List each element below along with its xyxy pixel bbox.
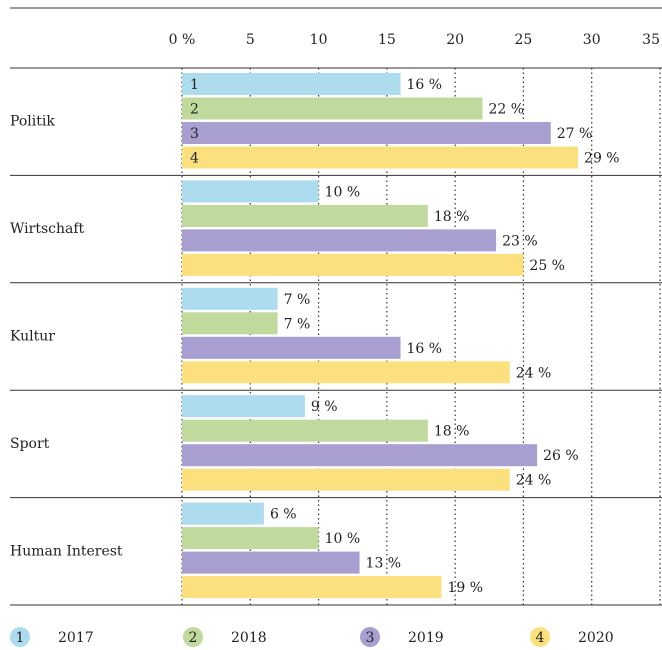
bar: [182, 468, 510, 491]
bar-marker: 3: [190, 126, 199, 142]
legend-marker: 2: [189, 630, 198, 646]
x-tick-label: 20: [446, 32, 464, 48]
legend-label: 2017: [58, 630, 94, 646]
legend-label: 2019: [408, 630, 444, 646]
value-label: 16 %: [407, 77, 443, 93]
value-label: 25 %: [529, 258, 565, 274]
value-label: 7 %: [284, 292, 311, 308]
category-label: Sport: [10, 436, 50, 452]
bar: [182, 551, 360, 574]
category-label: Human Interest: [10, 543, 123, 559]
x-tick-label: 25: [515, 32, 533, 48]
legend-marker: 3: [366, 630, 375, 646]
legend-marker: 4: [536, 630, 545, 646]
category-label: Wirtschaft: [10, 221, 85, 237]
bar: [182, 576, 442, 599]
bar: [182, 73, 401, 95]
value-label: 23 %: [502, 233, 538, 249]
category-label: Kultur: [10, 329, 55, 345]
x-tick-label: 35: [642, 32, 660, 48]
bar: [182, 502, 264, 525]
bar-marker: 1: [190, 77, 199, 93]
bar-marker: 4: [190, 151, 199, 167]
legend-marker: 1: [16, 630, 25, 646]
bar: [182, 180, 319, 203]
value-label: 27 %: [557, 126, 593, 142]
bar: [182, 253, 524, 276]
value-label: 29 %: [584, 151, 620, 167]
category-label: Politik: [10, 114, 55, 130]
value-label: 13 %: [366, 556, 402, 572]
x-tick-label: 0 %: [169, 32, 196, 48]
bar: [182, 204, 428, 227]
bar: [182, 361, 510, 384]
bar: [182, 229, 497, 252]
bar: [182, 146, 579, 169]
value-label: 22 %: [488, 102, 524, 118]
legend-swatch: [530, 627, 550, 647]
legend-swatch: [360, 627, 380, 647]
legend-swatch: [10, 627, 30, 647]
legend-swatch: [183, 627, 203, 647]
value-label: 10 %: [325, 531, 361, 547]
x-tick-label: 15: [378, 32, 396, 48]
value-label: 18 %: [434, 209, 470, 225]
bar: [182, 312, 278, 335]
value-label: 24 %: [516, 473, 552, 489]
bar: [182, 419, 428, 442]
legend-label: 2020: [578, 630, 614, 646]
bar: [182, 122, 551, 144]
value-label: 19 %: [447, 580, 483, 596]
value-label: 24 %: [516, 365, 552, 381]
bar: [182, 287, 278, 310]
bar: [182, 97, 483, 120]
value-label: 16 %: [407, 341, 443, 357]
bar: [182, 527, 319, 550]
bar-marker: 2: [190, 102, 199, 118]
value-label: 9 %: [311, 399, 338, 415]
bar: [182, 395, 305, 418]
x-tick-label: 30: [583, 32, 601, 48]
bar: [182, 444, 538, 467]
value-label: 7 %: [284, 316, 311, 332]
value-label: 18 %: [434, 424, 470, 440]
legend-label: 2018: [231, 630, 267, 646]
value-label: 10 %: [325, 184, 361, 200]
value-label: 6 %: [270, 507, 297, 523]
x-tick-label: 5: [246, 32, 255, 48]
value-label: 26 %: [543, 448, 579, 464]
x-tick-label: 10: [310, 32, 328, 48]
bar: [182, 336, 401, 359]
